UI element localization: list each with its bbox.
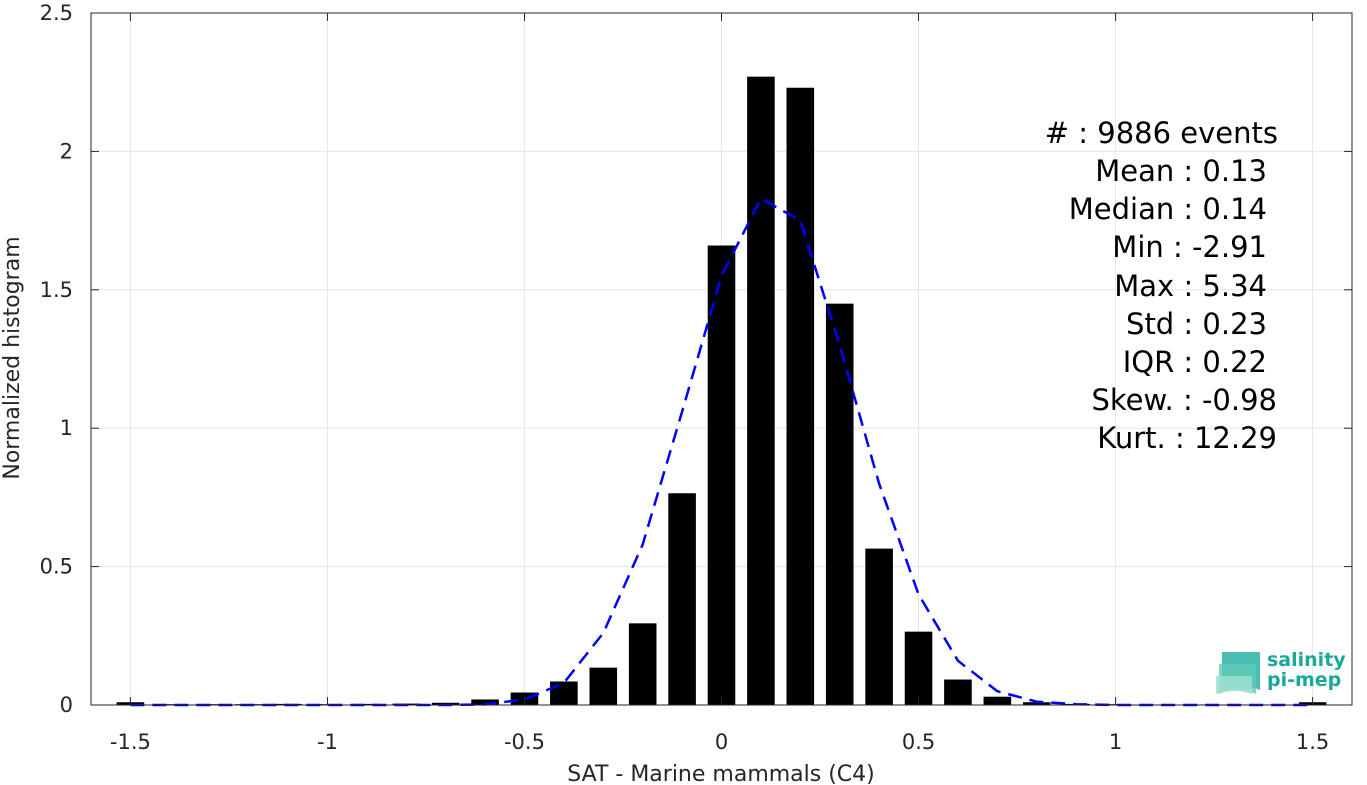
y-tick-label: 2.5 bbox=[40, 1, 73, 25]
y-tick-label: 2 bbox=[60, 139, 73, 163]
y-tick-label: 1 bbox=[60, 416, 73, 440]
histogram-bar bbox=[944, 679, 972, 705]
axis-ticks: -1.5 -1 -0.5 0 0.5 1 1.5 0 0.5 1 1.5 2 2.5 bbox=[40, 1, 1352, 754]
stat-iqr: IQR : 0.22 bbox=[1123, 345, 1267, 379]
x-tick-label: 0.5 bbox=[902, 730, 935, 754]
histogram-bar bbox=[825, 303, 854, 705]
histogram-bar bbox=[628, 623, 657, 705]
logo-line1: salinity bbox=[1267, 649, 1346, 671]
y-tick-label: 1.5 bbox=[40, 278, 73, 302]
x-tick-label: 1.5 bbox=[1296, 730, 1329, 754]
stat-events: # : 9886 events bbox=[1045, 116, 1278, 150]
histogram-bar bbox=[983, 696, 1012, 705]
histogram-bar bbox=[1022, 702, 1051, 705]
stats-panel: # : 9886 events Mean : 0.13 Median : 0.1… bbox=[1045, 116, 1278, 455]
histogram-bar bbox=[353, 703, 381, 705]
logo-line2: pi-mep bbox=[1267, 669, 1341, 691]
histogram-bar bbox=[786, 87, 815, 705]
salinity-pi-mep-logo: salinity pi-mep bbox=[1216, 649, 1346, 694]
x-tick-label: -0.5 bbox=[504, 730, 545, 754]
histogram-bar bbox=[589, 667, 618, 705]
stat-std: Std : 0.23 bbox=[1126, 307, 1267, 341]
histogram-bar bbox=[707, 245, 736, 705]
histogram-bar bbox=[865, 548, 893, 705]
x-tick-label: 1 bbox=[1109, 730, 1122, 754]
x-axis-label: SAT - Marine mammals (C4) bbox=[567, 762, 875, 785]
histogram-bar bbox=[668, 493, 696, 705]
stat-skew: Skew. : -0.98 bbox=[1091, 383, 1277, 417]
stat-min: Min : -2.91 bbox=[1112, 230, 1267, 264]
histogram-bar bbox=[471, 699, 499, 705]
y-tick-label: 0 bbox=[60, 693, 73, 717]
wave-icon bbox=[1216, 652, 1260, 694]
histogram-bar bbox=[904, 631, 933, 705]
histogram-bar bbox=[747, 76, 775, 705]
histogram-bars bbox=[116, 76, 1327, 705]
stat-median: Median : 0.14 bbox=[1069, 192, 1267, 226]
stat-kurt: Kurt. : 12.29 bbox=[1097, 421, 1277, 455]
x-tick-label: -1 bbox=[317, 730, 338, 754]
y-axis-label: Normalized histogram bbox=[0, 236, 25, 479]
y-tick-label: 0.5 bbox=[40, 555, 73, 579]
histogram-bar bbox=[550, 681, 578, 705]
x-tick-label: -1.5 bbox=[110, 730, 151, 754]
stat-max: Max : 5.34 bbox=[1114, 269, 1267, 303]
x-tick-label: 0 bbox=[715, 730, 728, 754]
stat-mean: Mean : 0.13 bbox=[1095, 154, 1267, 188]
